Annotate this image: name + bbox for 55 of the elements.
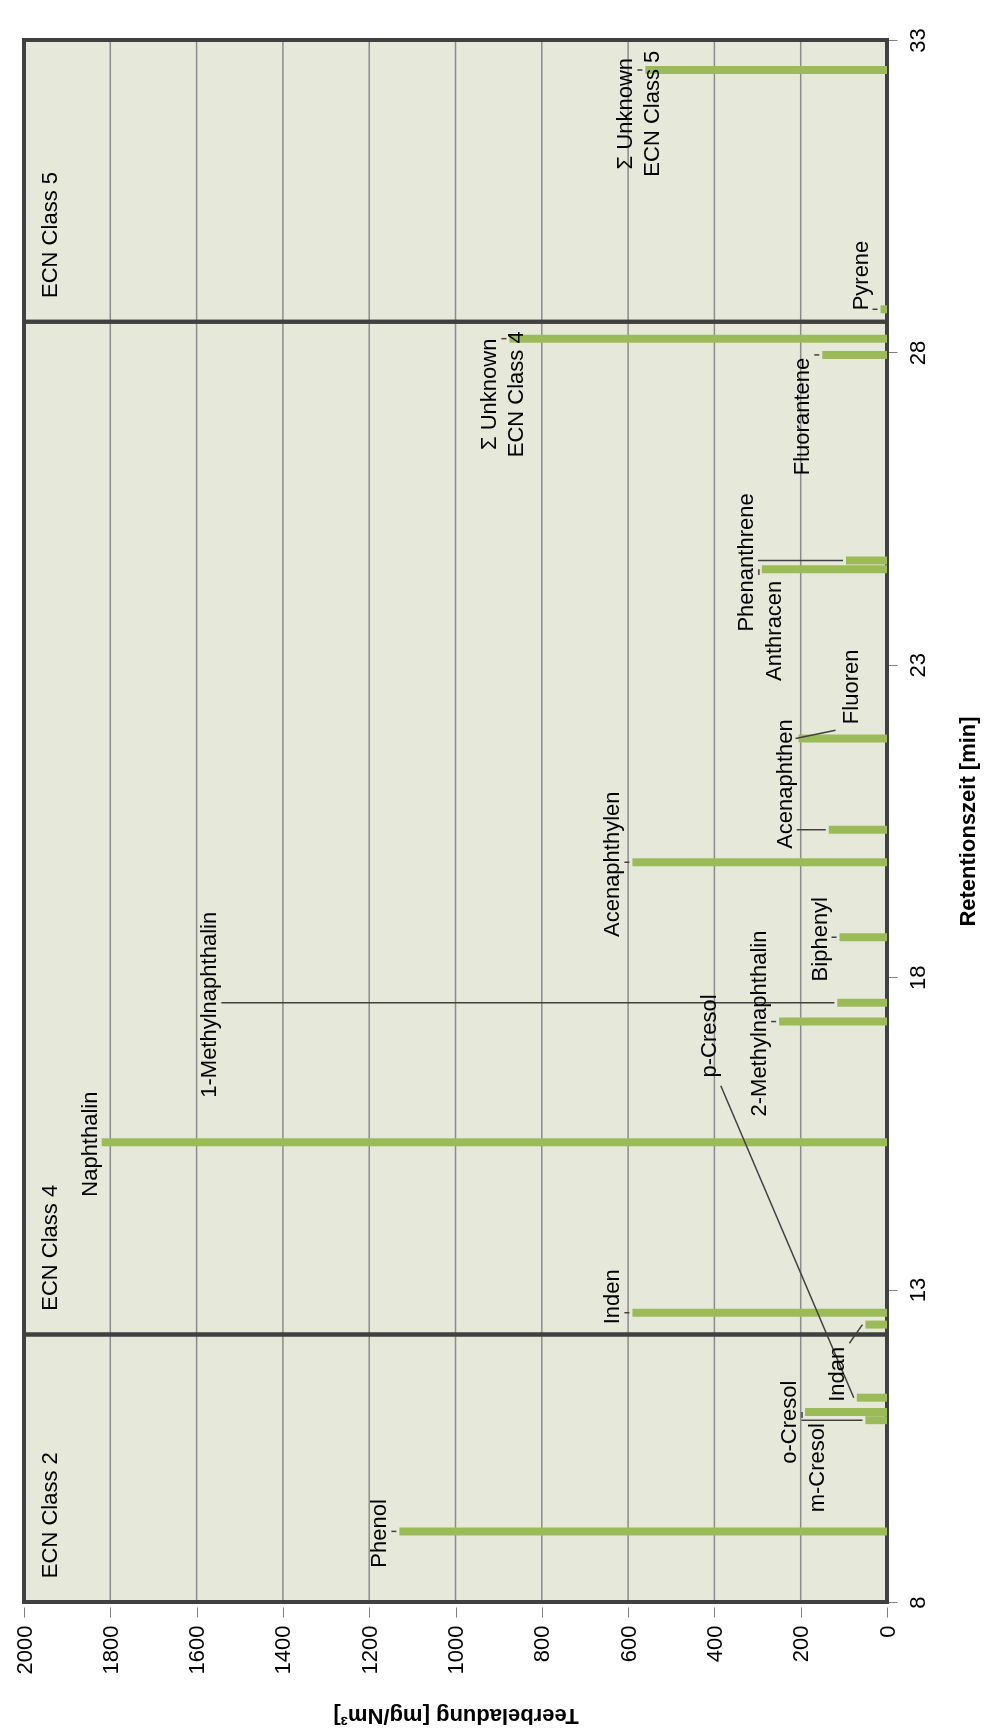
y-tick-label: 33 bbox=[904, 28, 930, 53]
annotation: m-Cresol bbox=[804, 1423, 830, 1513]
bar bbox=[839, 933, 887, 942]
bar bbox=[798, 734, 887, 743]
x-tick-label: 200 bbox=[788, 1625, 814, 1663]
annotation: Phenanthrene bbox=[733, 493, 759, 632]
annotation: Anthracen bbox=[760, 580, 786, 681]
bar bbox=[856, 1393, 887, 1402]
annotation: Phenol bbox=[366, 1499, 392, 1568]
annotation: Fluoren bbox=[837, 649, 863, 725]
annotation: Fluorantene bbox=[789, 357, 815, 476]
y-tick-label: 8 bbox=[904, 1596, 930, 1609]
annotation: o-Cresol bbox=[776, 1380, 802, 1464]
x-tick-label: 2000 bbox=[11, 1625, 37, 1675]
x-tick-label: 1200 bbox=[356, 1625, 382, 1675]
annotation: p-Cresol bbox=[695, 994, 721, 1078]
y-tick-label: 13 bbox=[904, 1277, 930, 1303]
x-tick-label: 800 bbox=[529, 1625, 555, 1663]
bar bbox=[837, 998, 887, 1007]
x-axis-title: Teerbeladung [mg/Nm³] bbox=[333, 1703, 579, 1729]
bar bbox=[632, 858, 887, 867]
x-tick-label: 0 bbox=[874, 1625, 900, 1638]
bar bbox=[632, 1308, 887, 1317]
bar bbox=[865, 1320, 887, 1329]
annotation: Acenaphthylen bbox=[599, 791, 625, 938]
bar bbox=[880, 305, 887, 314]
y-axis-title: Retentionszeit [min] bbox=[954, 716, 980, 927]
annotation: Acenaphthen bbox=[771, 719, 797, 849]
x-tick-label: 400 bbox=[701, 1625, 727, 1663]
band-label: ECN Class 5 bbox=[37, 172, 62, 298]
annotation: Σ Unknown ECN Class 4 bbox=[476, 331, 529, 458]
annotation: Σ Unknown ECN Class 5 bbox=[612, 50, 665, 177]
annotation: 2-Methylnaphthalin bbox=[746, 930, 772, 1117]
x-tick-label: 1600 bbox=[184, 1625, 210, 1675]
band-label: ECN Class 2 bbox=[37, 1452, 62, 1579]
band-label: ECN Class 4 bbox=[37, 1184, 62, 1311]
annotation: Pyrene bbox=[847, 240, 873, 311]
y-tick-label: 23 bbox=[904, 653, 930, 678]
annotation: Indan bbox=[824, 1346, 850, 1402]
bar bbox=[779, 1017, 887, 1026]
annotation: 1-Methylnaphthalin bbox=[196, 911, 222, 1098]
bar bbox=[101, 1138, 887, 1147]
x-tick-label: 1400 bbox=[270, 1625, 296, 1675]
x-tick-label: 1800 bbox=[97, 1625, 123, 1675]
y-tick-label: 18 bbox=[904, 965, 930, 990]
annotation: Inden bbox=[599, 1269, 625, 1325]
bar bbox=[399, 1527, 887, 1536]
bar bbox=[822, 350, 887, 359]
annotation: Biphenyl bbox=[806, 897, 832, 982]
x-tick-label: 600 bbox=[615, 1625, 641, 1663]
x-tick-label: 1000 bbox=[443, 1625, 468, 1675]
annotation: Naphthalin bbox=[76, 1091, 102, 1197]
bar bbox=[509, 334, 887, 343]
bar bbox=[828, 825, 887, 834]
y-tick-label: 28 bbox=[904, 340, 930, 366]
